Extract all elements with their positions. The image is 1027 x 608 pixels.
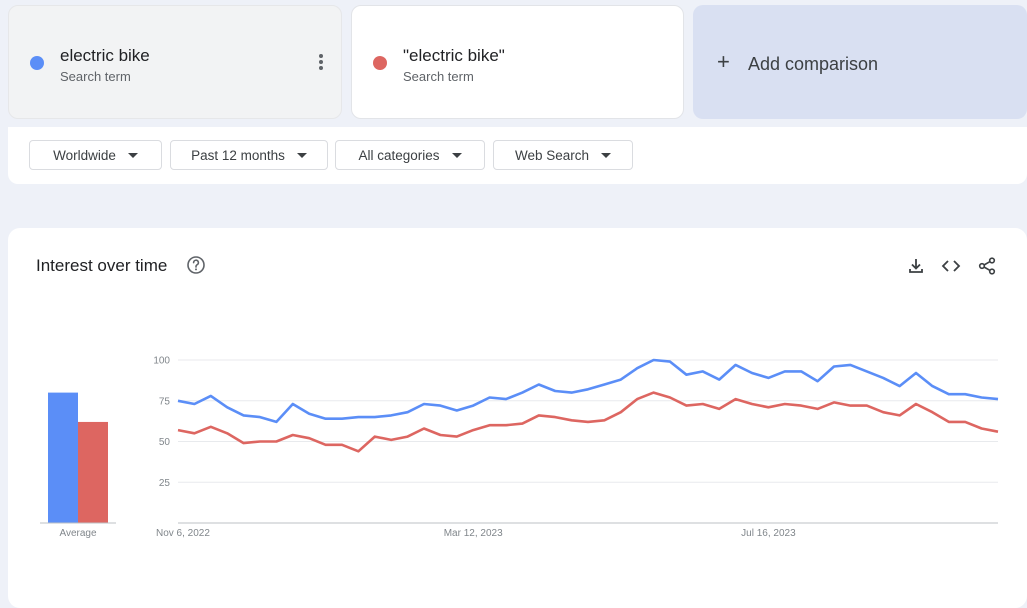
time-range-filter-dropdown[interactable]: Past 12 months bbox=[170, 140, 328, 170]
search-term-card-electric-bike[interactable]: electric bike Search term bbox=[8, 5, 342, 119]
search-term-sublabel: Search term bbox=[403, 69, 474, 84]
x-tick-label-0: Nov 6, 2022 bbox=[156, 528, 210, 539]
search-type-filter-dropdown[interactable]: Web Search bbox=[493, 140, 633, 170]
embed-code-icon[interactable] bbox=[941, 256, 961, 276]
y-tick-label-75: 75 bbox=[159, 396, 171, 407]
series-color-dot-red bbox=[373, 56, 387, 70]
series-line-1 bbox=[177, 391, 999, 453]
dropdown-caret-icon bbox=[296, 152, 307, 158]
more-options-icon[interactable] bbox=[318, 53, 324, 73]
plus-icon: + bbox=[717, 49, 730, 74]
chart-title: Interest over time bbox=[36, 256, 168, 275]
region-filter-dropdown[interactable]: Worldwide bbox=[29, 140, 162, 170]
dropdown-caret-icon bbox=[601, 152, 612, 158]
filter-bar: Worldwide Past 12 months All categories … bbox=[8, 127, 1027, 184]
download-icon[interactable] bbox=[906, 256, 926, 276]
x-tick-label-2: Jul 16, 2023 bbox=[741, 528, 796, 539]
dropdown-caret-icon bbox=[451, 152, 462, 158]
y-tick-label-25: 25 bbox=[159, 478, 171, 489]
series-line-0 bbox=[177, 358, 999, 424]
help-icon[interactable] bbox=[186, 255, 206, 275]
add-comparison-button[interactable]: + Add comparison bbox=[693, 5, 1027, 119]
search-term-card-quoted-electric-bike[interactable]: "electric bike" Search term bbox=[351, 5, 684, 119]
average-bar-0 bbox=[48, 392, 78, 523]
interest-over-time-card: Interest over time 25 50 75 100 Nov 6, 2022 M… bbox=[8, 228, 1027, 608]
add-comparison-label: Add comparison bbox=[748, 54, 879, 74]
y-tick-label-100: 100 bbox=[153, 356, 170, 367]
average-bar-1 bbox=[78, 421, 108, 523]
category-filter-label: All categories bbox=[358, 147, 440, 163]
y-tick-label-50: 50 bbox=[159, 437, 171, 448]
interest-over-time-chart: 25 50 75 100 Nov 6, 2022 Mar 12, 2023 Jul 16, … bbox=[40, 356, 999, 539]
series-color-dot-blue bbox=[30, 56, 44, 70]
x-tick-label-1: Mar 12, 2023 bbox=[444, 528, 503, 539]
search-term-label: electric bike bbox=[60, 46, 150, 65]
search-type-filter-label: Web Search bbox=[514, 147, 590, 163]
search-term-label: "electric bike" bbox=[403, 46, 505, 65]
category-filter-dropdown[interactable]: All categories bbox=[335, 140, 485, 170]
region-filter-label: Worldwide bbox=[53, 147, 116, 163]
average-label: Average bbox=[59, 528, 97, 539]
search-term-sublabel: Search term bbox=[60, 69, 131, 84]
dropdown-caret-icon bbox=[127, 152, 138, 158]
time-range-filter-label: Past 12 months bbox=[191, 147, 285, 163]
share-icon[interactable] bbox=[977, 256, 997, 276]
